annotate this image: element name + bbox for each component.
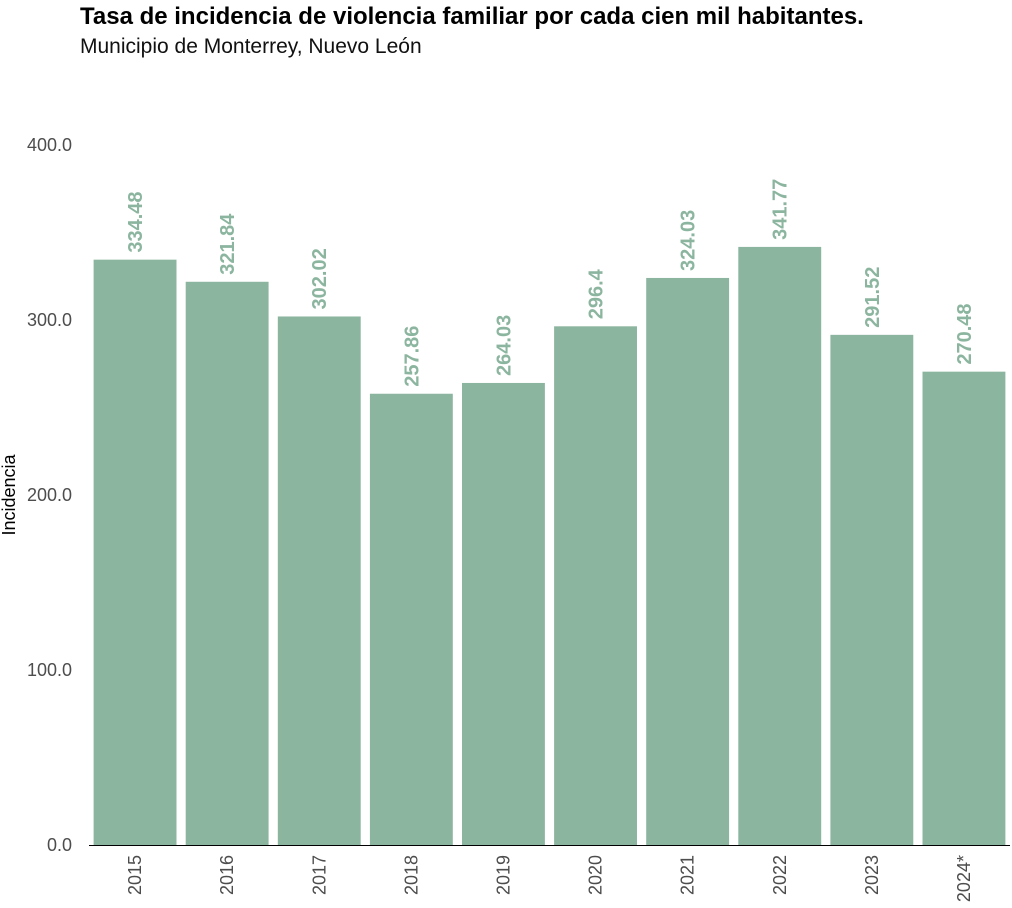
- bar-2022: [738, 246, 822, 845]
- y-tick-label-300.0: 300.0: [27, 310, 72, 330]
- data-label-2020: 296.4: [586, 268, 608, 319]
- x-tick-label-2023: 2023: [862, 855, 882, 895]
- bar-2016: [185, 281, 269, 845]
- bar-2020: [554, 326, 637, 845]
- y-axis-title: Incidencia: [0, 453, 19, 535]
- y-axis: 0.0 100.0 200.0 300.0 400.0: [27, 135, 72, 855]
- bar-2021: [646, 277, 730, 845]
- bar-2018: [369, 393, 453, 845]
- data-labels-layer: 334.48 321.84 302.02 257.86 264.03 296.4 324.0…: [125, 179, 976, 387]
- x-tick-label-2019: 2019: [493, 855, 513, 895]
- chart-subtitle: Municipio de Monterrey, Nuevo León: [80, 35, 422, 58]
- y-tick-label-200.0: 200.0: [27, 485, 72, 505]
- data-label-2022: 341.77: [770, 179, 792, 240]
- chart-title: Tasa de incidencia de violencia familiar…: [80, 3, 864, 30]
- x-tick-label-2024*: 2024*: [954, 855, 974, 902]
- bar-2024*: [922, 371, 1006, 845]
- y-tick-label-400.0: 400.0: [27, 135, 72, 155]
- y-tick-label-0.0: 0.0: [47, 835, 72, 855]
- data-label-2016: 321.84: [217, 213, 239, 275]
- data-label-2019: 264.03: [493, 315, 515, 376]
- x-tick-label-2015: 2015: [125, 855, 145, 895]
- data-label-2023: 291.52: [862, 267, 884, 328]
- bar-2017: [277, 316, 361, 846]
- x-tick-label-2018: 2018: [401, 855, 421, 895]
- bar-2023: [830, 334, 914, 845]
- data-label-2018: 257.86: [401, 326, 423, 387]
- x-tick-label-2016: 2016: [217, 855, 237, 895]
- x-tick-label-2021: 2021: [678, 855, 698, 895]
- data-label-2015: 334.48: [125, 191, 147, 252]
- bar-2019: [462, 382, 545, 845]
- data-label-2017: 302.02: [309, 248, 331, 309]
- x-tick-label-2022: 2022: [770, 855, 790, 895]
- y-tick-label-100.0: 100.0: [27, 660, 72, 680]
- x-tick-label-2020: 2020: [586, 855, 606, 895]
- x-tick-label-2017: 2017: [309, 855, 329, 895]
- bar-2015: [93, 259, 177, 845]
- x-axis: 2015 2016 2017 2018 2019 2020 2021 2022 2023 2024…: [125, 855, 974, 902]
- bars-layer: [93, 246, 1006, 846]
- data-label-2024*: 270.48: [954, 303, 976, 364]
- data-label-2021: 324.03: [678, 210, 700, 271]
